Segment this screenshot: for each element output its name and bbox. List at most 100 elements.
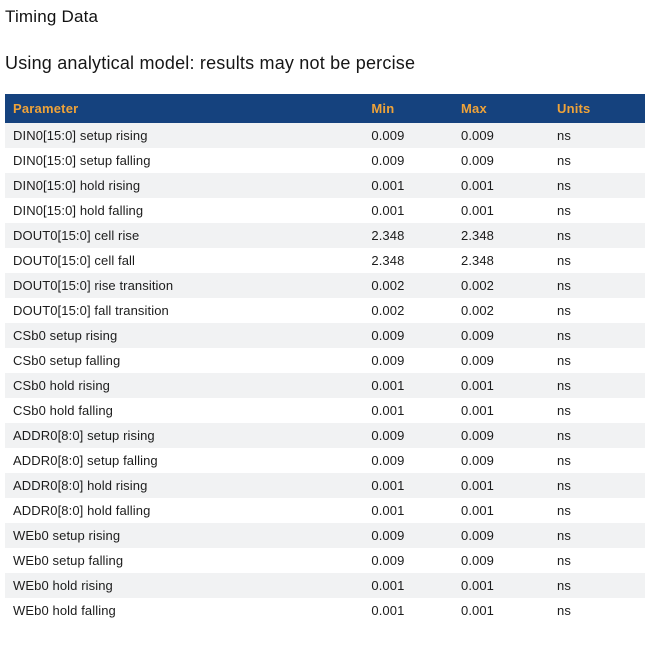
table-row: DOUT0[15:0] cell fall 2.348 2.348 ns (5, 248, 645, 273)
column-header-parameter: Parameter (13, 101, 79, 116)
cell-units: ns (556, 328, 571, 343)
cell-max: 2.348 (460, 228, 495, 243)
table-row: DIN0[15:0] setup rising 0.009 0.009 ns (5, 123, 645, 148)
cell-units: ns (556, 453, 571, 468)
cell-max: 0.001 (460, 478, 495, 493)
cell-parameter: WEb0 setup rising (13, 528, 121, 543)
cell-units: ns (556, 153, 571, 168)
cell-min: 0.001 (371, 403, 405, 418)
cell-units: ns (556, 228, 571, 243)
cell-max: 0.009 (460, 353, 495, 368)
cell-units: ns (556, 553, 571, 568)
cell-parameter: ADDR0[8:0] hold falling (13, 503, 151, 518)
cell-parameter: WEb0 hold falling (13, 603, 116, 618)
cell-units: ns (556, 403, 571, 418)
cell-min: 0.009 (371, 128, 405, 143)
cell-parameter: DOUT0[15:0] rise transition (13, 278, 174, 293)
cell-units: ns (556, 178, 571, 193)
cell-max: 0.001 (460, 403, 495, 418)
cell-min: 0.009 (371, 328, 405, 343)
cell-max: 0.001 (460, 178, 495, 193)
cell-units: ns (556, 478, 571, 493)
table-row: WEb0 setup rising 0.009 0.009 ns (5, 523, 645, 548)
cell-max: 0.002 (460, 278, 495, 293)
cell-max: 0.009 (460, 528, 495, 543)
cell-min: 0.001 (371, 178, 405, 193)
table-row: CSb0 hold rising 0.001 0.001 ns (5, 373, 645, 398)
cell-units: ns (556, 128, 571, 143)
page-subtitle: Using analytical model: results may not … (5, 53, 416, 73)
table-row: CSb0 hold falling 0.001 0.001 ns (5, 398, 645, 423)
cell-parameter: DOUT0[15:0] cell rise (13, 228, 140, 243)
cell-min: 0.009 (371, 528, 405, 543)
table-row: DOUT0[15:0] rise transition 0.002 0.002 ns (5, 273, 645, 298)
cell-max: 0.001 (460, 603, 495, 618)
cell-parameter: CSb0 setup falling (13, 353, 121, 368)
cell-max: 0.009 (460, 553, 495, 568)
table-row: DIN0[15:0] setup falling 0.009 0.009 ns (5, 148, 645, 173)
cell-min: 0.001 (371, 478, 405, 493)
cell-parameter: DOUT0[15:0] cell fall (13, 253, 136, 268)
cell-parameter: WEb0 hold rising (13, 578, 113, 593)
cell-units: ns (556, 278, 571, 293)
cell-parameter: DIN0[15:0] hold rising (13, 178, 141, 193)
cell-units: ns (556, 253, 571, 268)
cell-max: 0.001 (460, 203, 495, 218)
cell-parameter: CSb0 hold falling (13, 403, 113, 418)
table-row: WEb0 hold falling 0.001 0.001 ns (5, 598, 645, 623)
cell-units: ns (556, 603, 571, 618)
cell-units: ns (556, 503, 571, 518)
cell-max: 0.009 (460, 328, 495, 343)
table-header-row: Parameter Min Max Units (5, 94, 645, 123)
cell-max: 0.009 (460, 453, 495, 468)
cell-min: 0.009 (371, 428, 405, 443)
cell-parameter: ADDR0[8:0] setup falling (13, 453, 158, 468)
cell-min: 0.001 (371, 603, 405, 618)
cell-units: ns (556, 203, 571, 218)
table-row: CSb0 setup rising 0.009 0.009 ns (5, 323, 645, 348)
table-row: DOUT0[15:0] fall transition 0.002 0.002 ns (5, 298, 645, 323)
cell-max: 0.002 (460, 303, 495, 318)
cell-min: 0.001 (371, 378, 405, 393)
cell-parameter: DOUT0[15:0] fall transition (13, 303, 169, 318)
cell-min: 0.001 (371, 203, 405, 218)
page-title: Timing Data (5, 7, 99, 26)
cell-max: 0.001 (460, 378, 495, 393)
cell-units: ns (556, 353, 571, 368)
cell-min: 0.009 (371, 153, 405, 168)
cell-parameter: CSb0 setup rising (13, 328, 118, 343)
cell-max: 0.001 (460, 503, 495, 518)
cell-parameter: DIN0[15:0] setup falling (13, 153, 151, 168)
cell-parameter: DIN0[15:0] hold falling (13, 203, 144, 218)
cell-min: 0.009 (371, 453, 405, 468)
table-row: WEb0 hold rising 0.001 0.001 ns (5, 573, 645, 598)
table-row: DIN0[15:0] hold falling 0.001 0.001 ns (5, 198, 645, 223)
cell-max: 2.348 (460, 253, 495, 268)
cell-min: 0.002 (371, 278, 405, 293)
timing-data-table: Parameter Min Max Units DIN0[15:0] setup… (5, 94, 645, 623)
cell-max: 0.009 (460, 153, 495, 168)
cell-units: ns (556, 303, 571, 318)
table-row: ADDR0[8:0] setup falling 0.009 0.009 ns (5, 448, 645, 473)
table-row: DIN0[15:0] hold rising 0.001 0.001 ns (5, 173, 645, 198)
cell-max: 0.009 (460, 428, 495, 443)
table-row: CSb0 setup falling 0.009 0.009 ns (5, 348, 645, 373)
cell-max: 0.001 (460, 578, 495, 593)
cell-min: 0.001 (371, 503, 405, 518)
column-header-max: Max (460, 101, 487, 116)
cell-parameter: WEb0 setup falling (13, 553, 124, 568)
cell-min: 2.348 (371, 253, 405, 268)
cell-parameter: CSb0 hold rising (13, 378, 110, 393)
cell-units: ns (556, 428, 571, 443)
cell-min: 0.002 (371, 303, 405, 318)
cell-min: 0.009 (371, 553, 405, 568)
cell-min: 0.001 (371, 578, 405, 593)
cell-units: ns (556, 528, 571, 543)
cell-min: 2.348 (371, 228, 405, 243)
cell-min: 0.009 (371, 353, 405, 368)
cell-parameter: ADDR0[8:0] hold rising (13, 478, 148, 493)
table-row: DOUT0[15:0] cell rise 2.348 2.348 ns (5, 223, 645, 248)
column-header-min: Min (371, 101, 395, 116)
table-row: WEb0 setup falling 0.009 0.009 ns (5, 548, 645, 573)
